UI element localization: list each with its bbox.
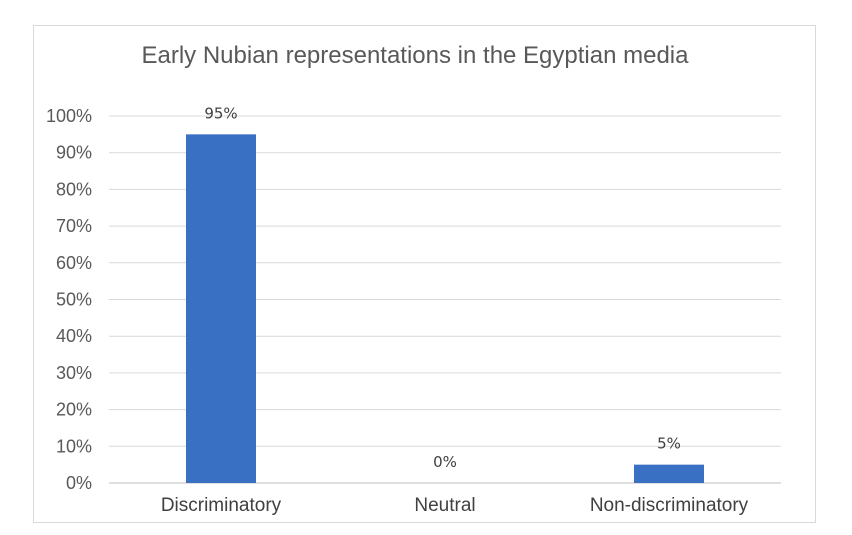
y-tick-label: 30% [56,363,92,383]
data-label: 0% [433,453,457,471]
y-tick-label: 100% [46,106,92,126]
y-tick-label: 20% [56,400,92,420]
x-category-label: Discriminatory [161,495,282,516]
y-tick-label: 50% [56,290,92,310]
y-tick-label: 40% [56,326,92,346]
x-category-label: Neutral [414,495,475,516]
data-label: 5% [657,435,681,453]
y-tick-label: 60% [56,253,92,273]
y-axis-ticks: 0% 10% 20% 30% 40% 50% 60% 70% 80% 90% 100% [46,106,92,493]
chart-title: Early Nubian representations in the Egyp… [142,42,690,69]
x-axis-categories: Discriminatory Neutral Non-discriminatory [161,495,749,516]
data-labels: 95% 0% 5% [204,104,681,471]
y-tick-label: 10% [56,436,92,456]
bar-non-discriminatory [634,464,704,483]
y-tick-label: 0% [66,473,92,493]
y-tick-label: 90% [56,143,92,163]
chart-frame [33,25,816,523]
y-tick-label: 80% [56,179,92,199]
x-category-label: Non-discriminatory [590,495,749,516]
data-label: 95% [204,104,237,122]
y-tick-label: 70% [56,216,92,236]
bars [186,134,704,483]
bar-discriminatory [186,134,256,483]
